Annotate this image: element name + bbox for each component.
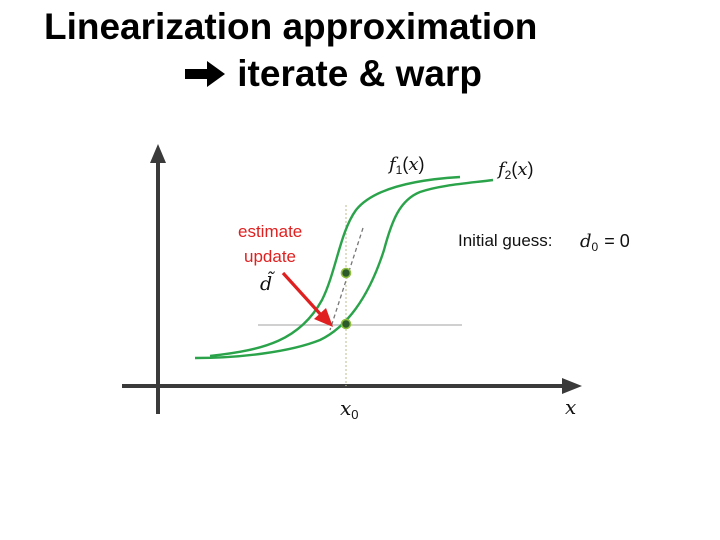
point-f2-at-x0 <box>340 318 352 330</box>
title-line-1: Linearization approximation <box>44 6 538 47</box>
y-axis-arrowhead <box>150 144 166 163</box>
x-axis-arrowhead <box>562 378 582 394</box>
right-arrow-icon <box>183 59 227 89</box>
estimate-label: estimate <box>238 222 302 241</box>
curve-f1 <box>209 175 461 358</box>
title-line-2: iterate & warp <box>183 51 482 97</box>
point-f1-at-x0 <box>340 267 352 279</box>
x0-label: x0 <box>340 396 359 422</box>
f2-label: f2(x) <box>496 159 534 182</box>
initial-guess-expression: d0 = 0 <box>580 231 630 254</box>
x-axis-label: x <box>565 395 576 419</box>
update-label: update <box>244 247 296 266</box>
estimate-arrow-head <box>314 308 333 327</box>
tangent-line <box>329 227 364 331</box>
title-line-2-text: iterate & warp <box>237 53 482 94</box>
update-symbol: d̃ <box>260 272 275 295</box>
curve-f2 <box>194 178 494 360</box>
f1-label: f1(x) <box>387 154 425 177</box>
estimate-arrow-shaft <box>281 271 324 318</box>
initial-guess-label: Initial guess: <box>458 231 553 250</box>
